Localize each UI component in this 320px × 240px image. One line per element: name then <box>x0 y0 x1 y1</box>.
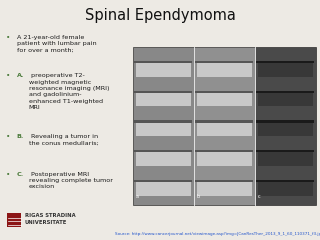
Bar <box>256 150 314 152</box>
Bar <box>196 180 253 182</box>
Bar <box>197 123 252 136</box>
Bar <box>258 93 313 106</box>
Bar <box>255 47 316 205</box>
Bar <box>197 152 252 166</box>
Text: A.: A. <box>17 73 24 78</box>
Bar <box>136 182 191 196</box>
Bar <box>258 123 313 136</box>
Text: a: a <box>135 194 138 199</box>
Text: •: • <box>6 73 10 79</box>
Bar <box>136 93 191 106</box>
Bar <box>134 120 192 123</box>
Text: b: b <box>196 194 199 199</box>
Bar <box>134 180 192 182</box>
Bar <box>134 90 192 93</box>
Bar <box>256 61 314 63</box>
Bar <box>136 63 191 77</box>
Bar <box>258 182 313 196</box>
Text: A 21-year-old female
patient with lumbar pain
for over a month;: A 21-year-old female patient with lumbar… <box>17 35 96 53</box>
Bar <box>258 152 313 166</box>
Text: •: • <box>6 134 10 140</box>
Text: •: • <box>6 172 10 178</box>
Bar <box>136 123 191 136</box>
Text: Revealing a tumor in
the conus medullaris;: Revealing a tumor in the conus medullari… <box>29 134 99 146</box>
Text: Source: http://www.cancerjournal.net/viewimage.asp?img=JCanResTher_2013_9_1_60_1: Source: http://www.cancerjournal.net/vie… <box>115 232 320 236</box>
Bar <box>256 90 314 93</box>
Text: B.: B. <box>17 134 24 139</box>
Bar <box>194 47 255 205</box>
Bar <box>134 150 192 152</box>
Bar <box>197 63 252 77</box>
Text: preoperative T2-
weighted magnetic
resonance imaging (MRI)
and gadolinium-
enhan: preoperative T2- weighted magnetic reson… <box>29 73 109 110</box>
Bar <box>256 180 314 182</box>
Text: Postoperative MRI
revealing complete tumor
excision: Postoperative MRI revealing complete tum… <box>29 172 113 189</box>
Bar <box>258 63 313 77</box>
Text: C.: C. <box>17 172 24 177</box>
Bar <box>256 120 314 123</box>
Bar <box>133 47 194 205</box>
Text: Spinal Ependymoma: Spinal Ependymoma <box>84 8 236 24</box>
Bar <box>136 152 191 166</box>
Bar <box>134 61 192 63</box>
Bar <box>197 182 252 196</box>
Bar <box>197 93 252 106</box>
Bar <box>7 213 21 227</box>
Bar <box>196 120 253 123</box>
Text: RIGAS STRADINA
UNIVERSITATE: RIGAS STRADINA UNIVERSITATE <box>25 213 76 225</box>
Bar <box>196 150 253 152</box>
Text: •: • <box>6 35 10 41</box>
Bar <box>196 61 253 63</box>
Text: c: c <box>257 194 260 199</box>
Bar <box>196 90 253 93</box>
